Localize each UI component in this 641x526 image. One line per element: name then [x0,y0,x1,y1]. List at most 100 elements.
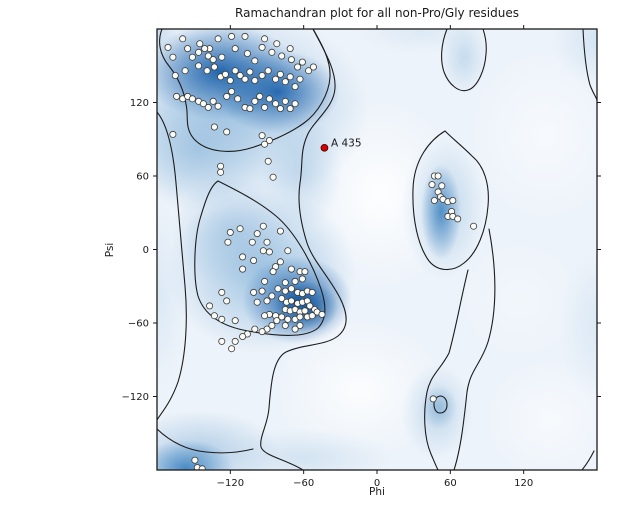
scatter-point [239,332,247,340]
scatter-point [273,317,281,325]
scatter-point [214,102,222,110]
scatter-point [201,45,209,53]
density-layer [157,29,597,470]
scatter-point [258,328,266,336]
scatter-point [296,313,304,321]
scatter-point [268,321,276,329]
scatter-point [298,58,306,66]
scatter-point [196,40,204,48]
scatter-point [286,45,294,53]
scatter-point [251,325,259,333]
plot-title: Ramachandran plot for all non-Pro/Gly re… [235,6,519,20]
scatter-point [251,77,259,85]
scatter-point [308,288,316,296]
scatter-point [169,53,177,61]
scatter-point [206,302,214,310]
scatter-point [169,130,177,138]
scatter-point [231,337,239,345]
scatter-point [278,294,286,302]
scatter-point [231,45,239,53]
x-tick-label: 0 [374,478,380,489]
contour-line [260,29,347,470]
density-blob [157,200,188,390]
scatter-point [221,70,229,78]
scatter-point [258,43,266,51]
scatter-point [276,258,284,266]
outlier-label: A 435 [331,137,362,149]
scatter-point [231,67,239,75]
scatter-point [258,72,266,80]
scatter-point [241,75,249,83]
scatter-point [188,53,196,61]
y-tick-label: 120 [130,98,149,109]
density-blob [552,29,597,88]
scatter-point [199,100,207,108]
density-blob [421,164,461,260]
x-axis-label: Phi [369,486,385,498]
scatter-point [318,310,326,318]
scatter-point [430,196,438,204]
scatter-point [287,265,295,273]
contour-line [194,180,326,336]
scatter-point [228,345,236,353]
scatter-point [301,307,309,315]
tick-marks [153,25,601,474]
scatter-point [261,140,269,148]
scatter-point [181,67,189,75]
scatter-point [259,222,267,230]
scatter-point [223,92,231,100]
scatter-point [429,395,437,403]
density-blob [460,240,580,360]
scatter-point [241,32,249,40]
scatter-point [309,63,317,71]
scatter-point [264,67,272,75]
contour-line [157,428,254,454]
scatter-point [218,315,226,323]
scatter-point [258,132,266,140]
scatter-point [228,32,236,40]
scatter-point [210,123,218,131]
scatter-point [286,105,294,113]
scatter-point [291,100,299,108]
scatter-point [217,168,225,176]
density-blob [485,360,597,470]
scatter-point [203,67,211,75]
scatter-point [287,285,295,293]
scatter-point [281,321,289,329]
density-blob [205,428,395,470]
scatter-point [470,222,478,230]
scatter-point [284,315,292,323]
scatter-point [291,325,299,333]
scatter-point [261,277,269,285]
scatter-point [164,43,172,51]
contour-line [159,29,331,152]
contour-line [433,395,448,414]
scatter-point [264,157,272,165]
scatter-point [287,56,295,64]
scatter-point [253,298,261,306]
scatter-point [287,297,295,305]
scatter-point [209,97,217,105]
scatter-point [265,248,273,256]
scatter-point [305,67,313,75]
scatter-point [218,337,226,345]
scatter-point [263,238,271,246]
scatter-point [291,277,299,285]
scatter-point [195,62,203,70]
scatter-point [214,35,222,43]
scatter-point [231,317,239,325]
density-blob [559,250,597,400]
scatter-point [261,103,269,111]
y-axis-label: Psi [104,243,116,258]
y-tick-label: −120 [122,392,149,403]
x-tick-label: −60 [293,478,314,489]
scatter-point [251,57,259,65]
contour-line [157,111,187,421]
contour-line [582,29,597,101]
density-blob [421,385,457,429]
scatter-point [274,285,282,293]
scatter-point [296,75,304,83]
scatter-point [294,63,302,71]
scatter-points [164,32,478,470]
